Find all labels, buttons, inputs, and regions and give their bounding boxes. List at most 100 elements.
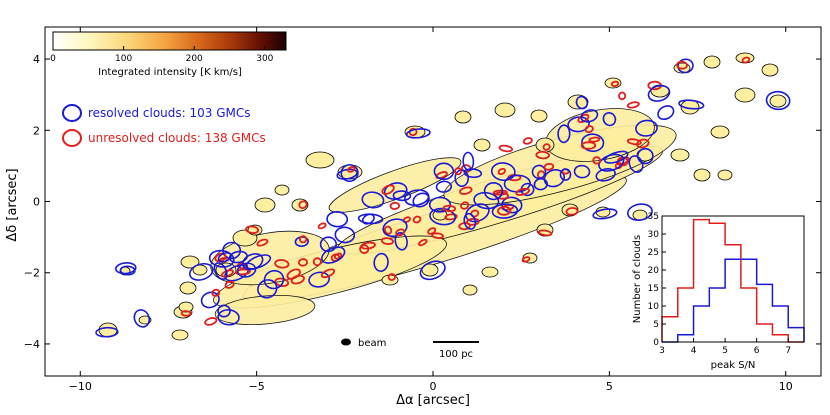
unresolved-cloud [347, 166, 356, 173]
resolved-cloud [490, 162, 516, 182]
emission-patch [274, 184, 290, 196]
colorbar: 0 100 200 300 Integrated intensity [K km/s] [50, 31, 287, 78]
resolved-cloud [208, 249, 235, 268]
unresolved-cloud [466, 217, 480, 226]
unresolved-cloud [497, 167, 506, 176]
unresolved-cloud [565, 207, 579, 216]
colorbar-tick-label: 200 [186, 54, 203, 64]
unresolved-cloud [418, 238, 428, 247]
unresolved-cloud [389, 201, 400, 210]
legend-resolved-marker [62, 104, 82, 122]
resolved-cloud [657, 105, 675, 121]
resolved-cloud [603, 150, 629, 164]
histogram-x-tick-label: 4 [691, 346, 697, 356]
emission-patch [734, 87, 756, 103]
unresolved-cloud [501, 204, 515, 211]
histogram-y-label: Number of clouds [632, 235, 643, 323]
unresolved-cloud [521, 256, 531, 263]
unresolved-cloud [214, 252, 227, 263]
histogram-x-label: peak S/N [711, 360, 756, 371]
unresolved-cloud [360, 241, 376, 250]
histogram-y-tick-label: 5 [653, 320, 659, 330]
colorbar-label: Integrated intensity [K km/s] [98, 67, 242, 78]
histogram-x-tick-label: 6 [754, 346, 760, 356]
emission-patch [178, 301, 194, 313]
histogram-y-tick-label: 30 [648, 230, 660, 240]
x-tick-label: −5 [249, 380, 265, 393]
unresolved-cloud [515, 187, 531, 196]
unresolved-cloud [626, 101, 640, 109]
y-tick-label: −4 [24, 338, 40, 351]
unresolved-cloud [610, 80, 620, 88]
emission-patch [761, 63, 779, 77]
resolved-cloud [373, 252, 389, 272]
resolved-cloud [188, 262, 214, 281]
emission-patch [171, 329, 189, 341]
map-frame [44, 26, 822, 377]
emission-patch [717, 169, 733, 181]
emission-patch [703, 55, 721, 69]
resolved-cloud [636, 147, 654, 165]
resolved-cloud [217, 304, 231, 318]
histogram-y-tick-label: 20 [648, 266, 660, 276]
histogram-y-tick-label: 35 [648, 212, 659, 222]
resolved-cloud [557, 124, 571, 144]
unresolved-cloud [211, 288, 221, 297]
unresolved-cloud [312, 257, 322, 267]
resolved-cloud [678, 99, 705, 110]
resolved-cloud [428, 196, 452, 213]
histogram-background [662, 216, 804, 342]
unresolved-cloud [256, 238, 269, 247]
legend: resolved clouds: 103 GMCs unresolved clo… [62, 104, 266, 147]
histogram-x-tick-label: 3 [659, 346, 665, 356]
resolved-cloud [531, 164, 547, 180]
resolved-cloud [133, 309, 151, 328]
unresolved-cloud [299, 235, 308, 244]
unresolved-cloud [676, 60, 688, 70]
colorbar-gradient [52, 31, 287, 51]
legend-resolved-label: resolved clouds: 103 GMCs [88, 106, 251, 120]
resolved-cloud [340, 163, 359, 183]
x-tick-label: 10 [779, 380, 793, 393]
unresolved-cloud [741, 56, 751, 64]
emission-patch [481, 266, 499, 278]
resolved-cloud [559, 168, 572, 181]
unresolved-cloud [492, 189, 508, 196]
unresolved-cloud [245, 225, 260, 234]
resolved-cloud [573, 164, 591, 179]
histogram-y-tick-label: 10 [648, 302, 660, 312]
resolved-cloud [213, 262, 228, 281]
cloud-ellipses [95, 56, 791, 338]
unresolved-cloud [543, 162, 555, 171]
resolved-cloud [462, 151, 475, 171]
unresolved-cloud [333, 252, 343, 260]
scalebar-label: 100 pc [439, 349, 473, 360]
unresolved-cloud [522, 137, 533, 145]
resolved-cloud [115, 262, 137, 275]
resolved-cloud [119, 265, 136, 276]
unresolved-cloud [592, 156, 602, 165]
map-ticks: −10 −5 0 5 10 −4 −2 0 2 4 [24, 27, 821, 393]
resolved-cloud [580, 109, 599, 123]
resolved-cloud [602, 112, 617, 127]
histogram-ticks: 3 4 5 6 7 0 5 10 15 20 25 30 35 [648, 212, 792, 356]
histogram-series-unresolved [661, 218, 804, 343]
resolved-cloud [592, 208, 618, 220]
histogram-y-tick-label: 0 [653, 338, 659, 348]
emission-patch [421, 263, 439, 277]
histogram-frame [661, 215, 805, 343]
emission-patch [138, 315, 152, 325]
unresolved-cloud [387, 273, 396, 281]
histogram-y-tick-label: 25 [648, 248, 659, 258]
histogram-x-tick-label: 5 [722, 346, 728, 356]
resolved-cloud [336, 168, 358, 180]
beam-label: beam [358, 338, 386, 349]
emission-patch [494, 102, 516, 118]
resolved-cloud [575, 95, 589, 110]
unresolved-cloud [442, 204, 457, 213]
emission-blob [214, 294, 316, 326]
resolved-cloud [635, 119, 658, 137]
resolved-cloud [95, 326, 119, 338]
unresolved-cloud [395, 228, 406, 237]
